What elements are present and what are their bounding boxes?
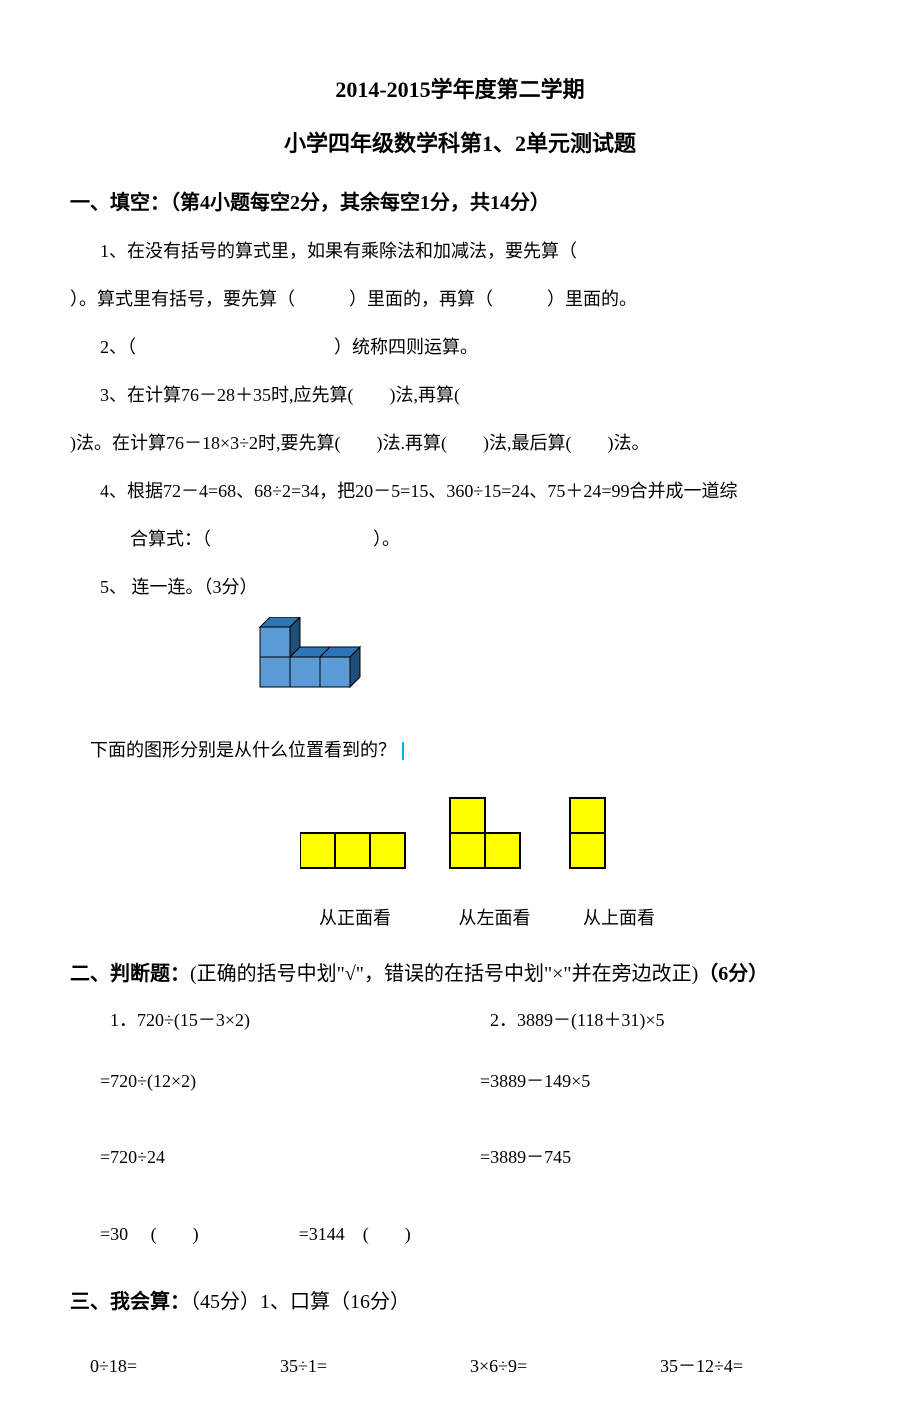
oral-2: 35÷1= xyxy=(280,1350,470,1382)
judge-p1-s3: =30 ( )=3144 ( ) xyxy=(70,1218,460,1250)
views-figure xyxy=(300,788,850,888)
label-front: 从正面看 xyxy=(300,902,410,934)
cube-3d-figure xyxy=(250,617,850,717)
question-3-cont: )法。在计算76－18×3÷2时,要先算( )法.再算( )法,最后算( )法。 xyxy=(70,425,850,461)
title-main: 2014-2015学年度第二学期 xyxy=(70,70,850,110)
judge-p2-s1: =3889－149×5 xyxy=(460,1065,850,1097)
judge-step3: =30 ( )=3144 ( ) xyxy=(70,1202,850,1266)
oral-4: 35－12÷4= xyxy=(660,1350,850,1382)
question-4-line1: 4、根据72－4=68、68÷2=34，把20－5=15、360÷15=24、7… xyxy=(100,473,850,509)
section1-heading: 一、填空：（第4小题每空2分，其余每空1分，共14分） xyxy=(70,185,850,221)
judge-p2: 2．3889－(118＋31)×5 xyxy=(470,1004,850,1036)
oral-3: 3×6÷9= xyxy=(470,1350,660,1382)
section2-heading: 二、判断题：(正确的括号中划"√"，错误的在括号中划"×"并在旁边改正)（6分） xyxy=(70,956,850,992)
judge-step1: =720÷(12×2) =3889－149×5 xyxy=(70,1049,850,1113)
judge-p2-s2: =3889－745 xyxy=(460,1141,850,1173)
question-1-prefix: 1、在没有括号的算式里，如果有乘除法和加减法，要先算（ xyxy=(100,233,850,269)
judge-problems: 1．720÷(15－3×2) 2．3889－(118＋31)×5 xyxy=(70,1004,850,1036)
judge-p2-label: 2．3889－(118＋31)×5 xyxy=(490,1004,850,1036)
label-top: 从上面看 xyxy=(569,902,669,934)
question-1-cont: ）。算式里有括号，要先算（ ）里面的，再算（ ）里面的。 xyxy=(70,281,850,317)
question-4-line2: 合算式：（ ）。 xyxy=(130,521,850,557)
question-5: 5、 连一连。（3分） xyxy=(100,569,850,605)
title-sub: 小学四年级数学科第1、2单元测试题 xyxy=(70,124,850,164)
question-2: 2、（ ）统称四则运算。 xyxy=(100,329,850,365)
views-labels: 从正面看 从左面看 从上面看 xyxy=(300,902,850,934)
judge-p1-s2: =720÷24 xyxy=(70,1141,460,1173)
judge-p1-label: 1．720÷(15－3×2) xyxy=(110,1004,470,1036)
judge-p1: 1．720÷(15－3×2) xyxy=(70,1004,470,1036)
question-5-prompt: 下面的图形分别是从什么位置看到的？ xyxy=(90,732,850,768)
oral-1: 0÷18= xyxy=(90,1350,280,1382)
judge-p1-s1: =720÷(12×2) xyxy=(70,1065,460,1097)
question-3-prefix: 3、在计算76－28＋35时,应先算( )法,再算( xyxy=(100,377,850,413)
judge-step2: =720÷24 =3889－745 xyxy=(70,1125,850,1189)
oral-calc-row: 0÷18= 35÷1= 3×6÷9= 35－12÷4= xyxy=(70,1350,850,1382)
label-left: 从左面看 xyxy=(435,902,555,934)
